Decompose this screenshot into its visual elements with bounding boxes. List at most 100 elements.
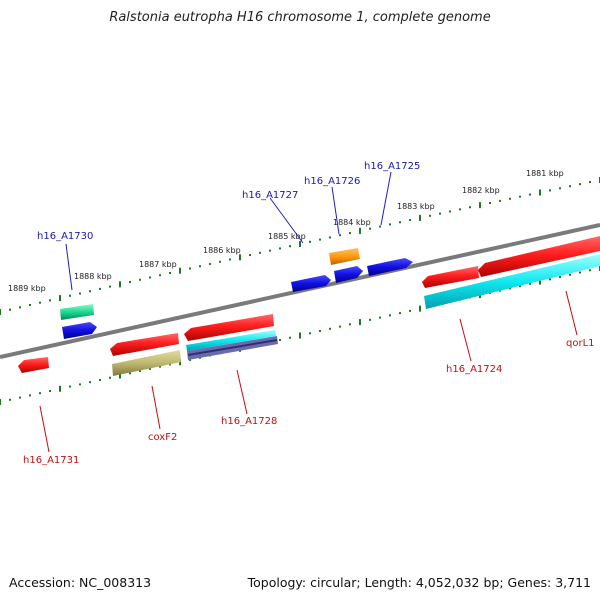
- gene-h16-a1724-arrow[interactable]: [422, 266, 479, 288]
- tick-label: 1884 kbp: [333, 218, 371, 227]
- scale-dot: [549, 189, 551, 192]
- scale-dot: [369, 227, 371, 230]
- scale-dot: [589, 269, 591, 272]
- scale-dot: [9, 398, 11, 401]
- scale-dot: [519, 285, 521, 288]
- scale-dot: [569, 185, 571, 188]
- tick-label: 1883 kbp: [397, 202, 435, 211]
- gene-coxF2-arrow[interactable]: [110, 333, 179, 356]
- gene-h16-a1725-arrow[interactable]: [367, 258, 413, 276]
- gene-cyan-block-small[interactable]: [186, 330, 276, 351]
- scale-dot: [129, 372, 131, 375]
- scale-dot: [79, 292, 81, 295]
- scale-dot: [459, 208, 461, 211]
- scale-dot: [309, 332, 311, 335]
- scale-dot: [49, 299, 51, 302]
- scale-dot: [549, 278, 551, 281]
- gene-h16-a1726-arrow[interactable]: [329, 248, 360, 265]
- scale-dot: [319, 238, 321, 241]
- scale-dot: [349, 323, 351, 326]
- scale-dot: [219, 260, 221, 263]
- scale-dot: [269, 249, 271, 252]
- gene-cyan-block-large[interactable]: [424, 254, 600, 309]
- scale-dot: [279, 247, 281, 250]
- gene-h16-a1727-arrow[interactable]: [291, 275, 331, 292]
- scale-dot: [379, 225, 381, 228]
- tick-label: 1881 kbp: [526, 169, 564, 178]
- gene-h16-a1726b-arrow[interactable]: [334, 266, 363, 283]
- scale-dot: [19, 396, 21, 399]
- scale-dot: [589, 181, 591, 184]
- scale-dot: [409, 219, 411, 222]
- scale-tick: [479, 202, 481, 209]
- gene-label-h16-a1727[interactable]: h16_A1727: [242, 190, 298, 201]
- scale-dot: [469, 206, 471, 209]
- gene-khaki-block[interactable]: [112, 350, 181, 376]
- scale-dot: [39, 392, 41, 395]
- scale-tick: [539, 278, 541, 285]
- scale-dot: [209, 262, 211, 265]
- tick-label: 1885 kbp: [268, 232, 306, 241]
- reverse-leaders: [39, 290, 578, 453]
- scale-dot: [329, 236, 331, 239]
- gene-h16-a1730-arrow[interactable]: [60, 304, 94, 320]
- gene-label-h16-a1731[interactable]: h16_A1731: [23, 455, 79, 466]
- gene-blue-arrow[interactable]: [62, 322, 97, 339]
- gene-label-qorL1[interactable]: qorL1: [566, 338, 595, 349]
- tick-label: 1889 kbp: [8, 284, 46, 293]
- scale-dot: [579, 271, 581, 274]
- scale-dot: [49, 389, 51, 392]
- scale-dot: [339, 234, 341, 237]
- gene-h16-a1731-arrow[interactable]: [18, 357, 49, 373]
- gene-label-h16-a1728[interactable]: h16_A1728: [221, 416, 277, 427]
- scale-dot: [399, 312, 401, 315]
- tick-label: 1882 kbp: [462, 186, 500, 195]
- scale-dot: [249, 254, 251, 257]
- scale-dot: [149, 276, 151, 279]
- scale-dot: [199, 265, 201, 268]
- scale-dot: [99, 287, 101, 290]
- scale-dot: [129, 281, 131, 284]
- gene-dark-stripe: [187, 339, 278, 356]
- map-title: Ralstonia eutropha H16 chromosome 1, com…: [109, 10, 491, 25]
- tick-label: 1886 kbp: [203, 246, 241, 255]
- scale-tick: [359, 227, 361, 234]
- scale-dot: [99, 378, 101, 381]
- tick-label: 1888 kbp: [74, 272, 112, 281]
- gene-label-h16-a1730[interactable]: h16_A1730: [37, 231, 93, 242]
- topology-summary: Topology: circular; Length: 4,052,032 bp…: [247, 575, 591, 590]
- scale-tick: [239, 254, 241, 261]
- scale-dot: [449, 210, 451, 213]
- scale-tick: [299, 332, 301, 339]
- gene-qorL1-arrow[interactable]: [478, 236, 600, 277]
- scale-dot: [489, 202, 491, 205]
- scale-dot: [379, 316, 381, 319]
- scale-tick: [119, 372, 121, 379]
- scale-dot: [79, 383, 81, 386]
- scale-tick: [59, 385, 61, 392]
- scale-dot: [319, 330, 321, 333]
- forward-leaders: [65, 171, 392, 291]
- scale-dot: [139, 278, 141, 281]
- scale-dot: [369, 318, 371, 321]
- scale-dot: [169, 363, 171, 366]
- scale-dot: [9, 308, 11, 311]
- scale-dot: [109, 376, 111, 379]
- scale-dot: [259, 251, 261, 254]
- scale-dot: [529, 282, 531, 285]
- scale-tick: [359, 319, 361, 326]
- gene-label-h16-a1724[interactable]: h16_A1724: [446, 364, 502, 375]
- scale-dot: [439, 212, 441, 215]
- gene-h16-a1728-arrow[interactable]: [184, 314, 274, 341]
- scale-dot: [229, 258, 231, 261]
- scale-dot: [569, 273, 571, 276]
- gene-label-h16-a1725[interactable]: h16_A1725: [364, 161, 420, 172]
- gene-label-coxF2[interactable]: coxF2: [148, 432, 177, 443]
- scale-dot: [89, 381, 91, 384]
- scale-dot: [89, 290, 91, 293]
- scale-dot: [29, 394, 31, 397]
- scale-tick: [119, 281, 121, 288]
- scale-dot: [159, 365, 161, 368]
- scale-dot: [579, 183, 581, 186]
- gene-label-h16-a1726[interactable]: h16_A1726: [304, 176, 360, 187]
